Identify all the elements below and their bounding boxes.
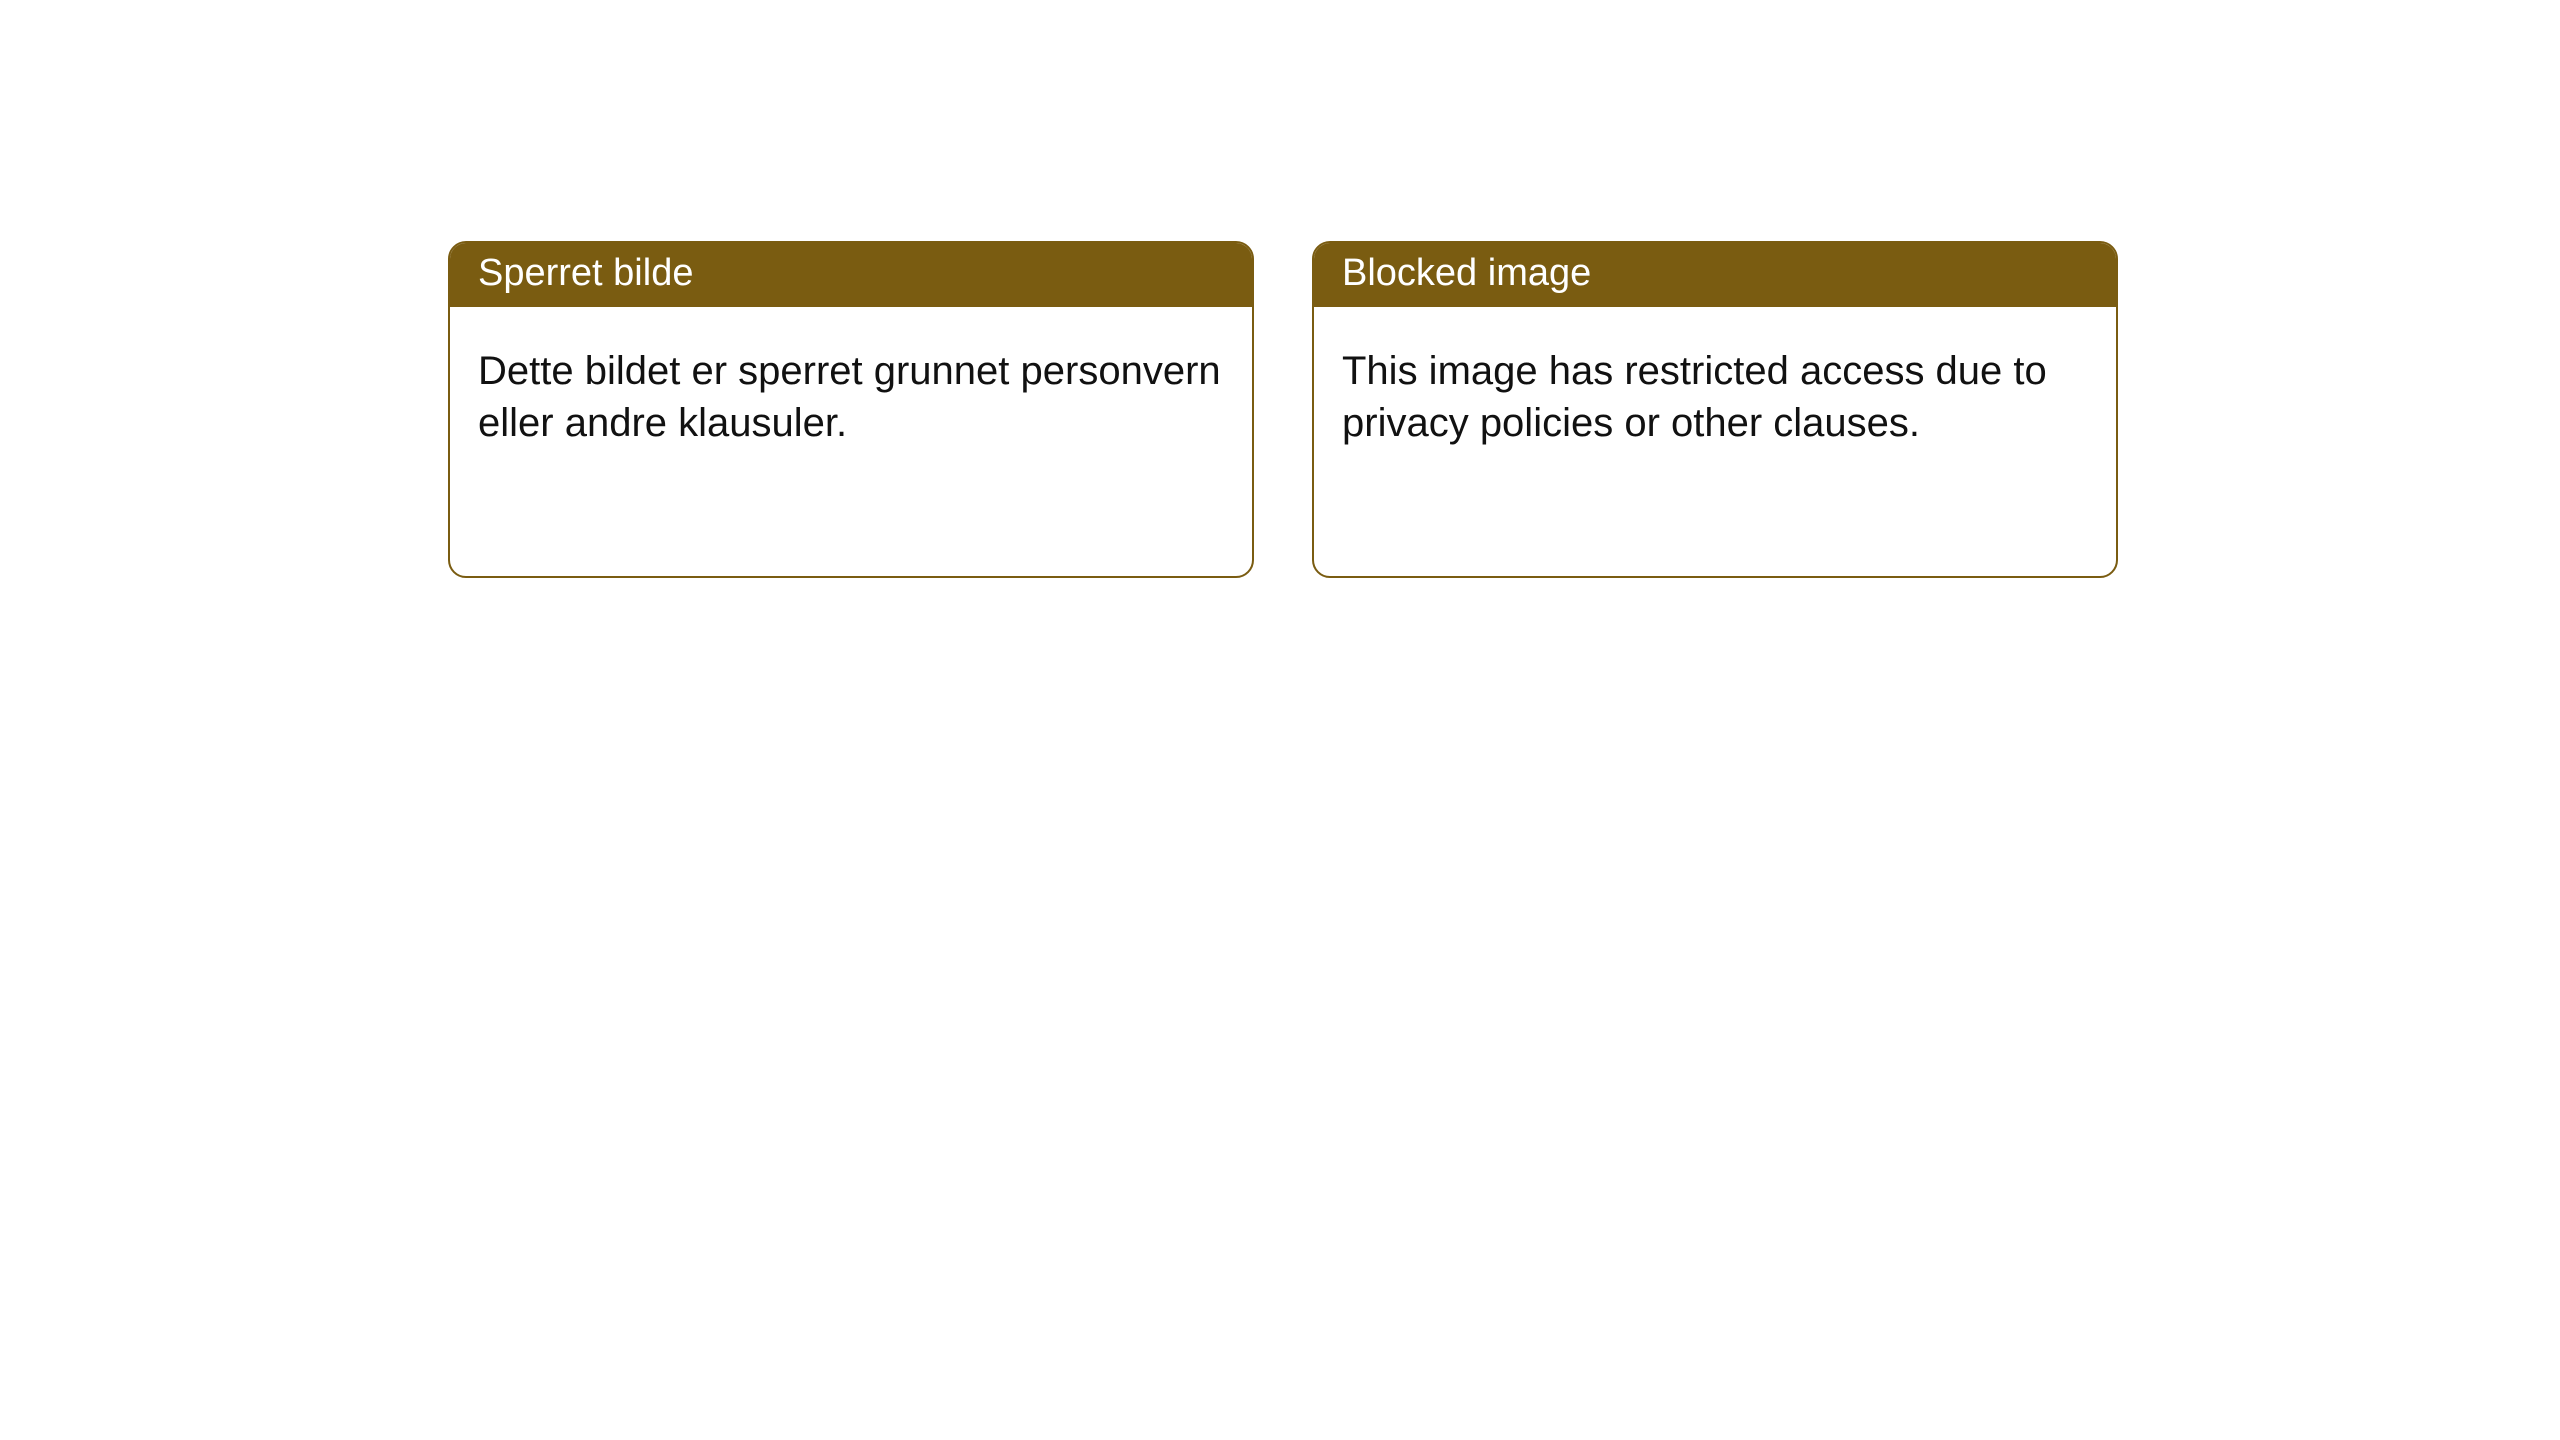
notice-container: Sperret bilde Dette bildet er sperret gr… bbox=[0, 0, 2560, 578]
notice-header: Blocked image bbox=[1314, 243, 2116, 307]
notice-header: Sperret bilde bbox=[450, 243, 1252, 307]
notice-card-english: Blocked image This image has restricted … bbox=[1312, 241, 2118, 578]
notice-card-norwegian: Sperret bilde Dette bildet er sperret gr… bbox=[448, 241, 1254, 578]
notice-body: Dette bildet er sperret grunnet personve… bbox=[450, 307, 1252, 477]
notice-body: This image has restricted access due to … bbox=[1314, 307, 2116, 477]
